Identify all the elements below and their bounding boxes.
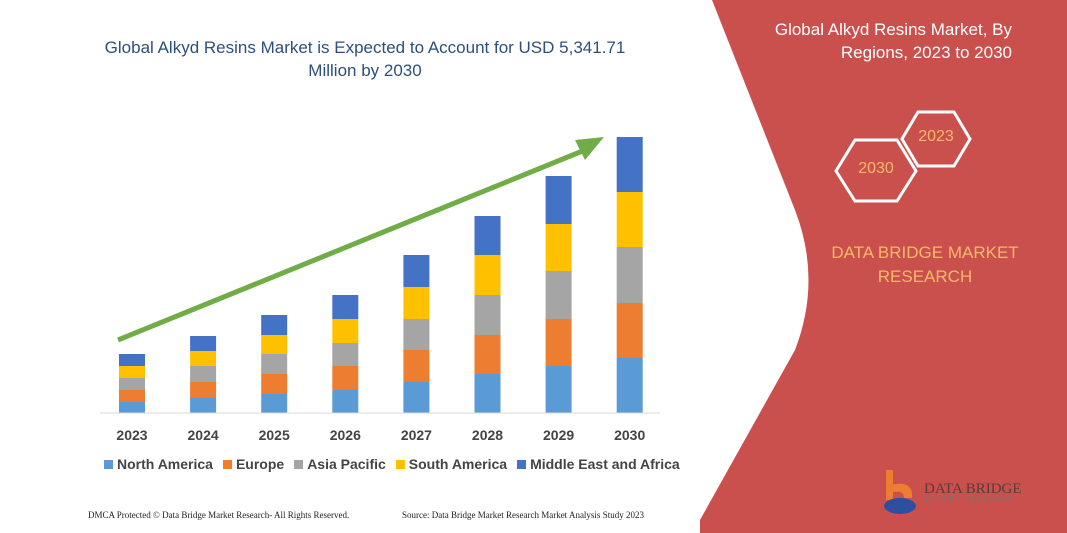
- bar-segment-2023-south-america: [119, 366, 145, 378]
- bar-segment-2027-middle-east-and-africa: [403, 255, 430, 287]
- bar-segment-2024-europe: [190, 382, 217, 398]
- bar-segment-2030-asia-pacific: [616, 247, 643, 303]
- trend-arrow: [117, 147, 586, 343]
- legend-label: South America: [408, 456, 508, 472]
- bar-segment-2027-europe: [403, 350, 430, 382]
- bar-segment-2026-asia-pacific: [332, 343, 359, 366]
- legend-label: Asia Pacific: [307, 456, 386, 472]
- bar-segment-2025-middle-east-and-africa: [261, 315, 288, 335]
- brand-text: DATA BRIDGE MARKET RESEARCH: [831, 243, 1019, 286]
- x-tick-label: 2025: [259, 427, 290, 443]
- legend-item: South America: [395, 456, 508, 472]
- x-tick-label: 2029: [543, 427, 574, 443]
- bar-segment-2024-south-america: [190, 351, 217, 366]
- legend-item: Middle East and Africa: [517, 456, 680, 472]
- logo-subtext: MARKET RESEARCH: [924, 496, 1014, 503]
- bar-segment-2028-north-america: [474, 374, 501, 413]
- legend: North America Europe Asia Pacific South Ame…: [104, 456, 680, 472]
- bar-segment-2028-europe: [474, 335, 501, 374]
- bar-segment-2030-europe: [616, 303, 643, 358]
- bar-segment-2027-south-america: [403, 287, 430, 319]
- bar-segment-2029-north-america: [545, 366, 572, 413]
- legend-item: Asia Pacific: [294, 456, 386, 472]
- logo-text: DATA BRIDGE: [924, 480, 1022, 497]
- bar-segment-2024-asia-pacific: [190, 366, 217, 382]
- bar-segment-2026-south-america: [332, 319, 359, 343]
- footer-copyright: DMCA Protected © Data Bridge Market Rese…: [88, 510, 350, 520]
- bar-segment-2029-asia-pacific: [545, 271, 572, 319]
- bar-segment-2030-middle-east-and-africa: [616, 137, 643, 192]
- bar-segment-2028-asia-pacific: [474, 295, 501, 335]
- bar-segment-2029-europe: [545, 319, 572, 366]
- bar-segment-2024-north-america: [190, 398, 217, 413]
- bar-segment-2027-north-america: [403, 382, 430, 413]
- bar-segment-2026-europe: [332, 366, 359, 390]
- bar-segment-2026-north-america: [332, 390, 359, 413]
- bar-segment-2025-asia-pacific: [261, 354, 288, 374]
- chart-title: Global Alkyd Resins Market is Expected t…: [104, 38, 626, 80]
- x-tick-label: 2028: [472, 427, 503, 443]
- hexagon-2023: [900, 110, 972, 168]
- legend-swatch: [222, 459, 232, 469]
- legend-swatch: [395, 459, 405, 469]
- legend-label: Middle East and Africa: [530, 456, 680, 472]
- bar-segment-2025-south-america: [261, 335, 288, 354]
- x-tick-label: 2023: [116, 427, 147, 443]
- x-tick-label: 2027: [401, 427, 432, 443]
- legend-swatch: [517, 459, 527, 469]
- x-tick-label: 2030: [614, 427, 645, 443]
- hexagon-2030: [834, 138, 918, 203]
- bar-segment-2030-north-america: [616, 358, 643, 413]
- bar-segment-2029-middle-east-and-africa: [545, 176, 572, 224]
- footer-source: Source: Data Bridge Market Research Mark…: [402, 510, 644, 520]
- legend-label: Europe: [235, 456, 285, 472]
- legend-item: North America: [104, 456, 213, 472]
- hex-label-2023: 2023: [918, 128, 954, 145]
- bar-segment-2024-middle-east-and-africa: [190, 336, 217, 351]
- logo-mark-icon: [884, 470, 916, 514]
- legend-swatch: [104, 459, 113, 469]
- red-panel: [700, 0, 1067, 533]
- bar-segment-2028-middle-east-and-africa: [474, 216, 501, 255]
- x-tick-label: 2024: [188, 427, 219, 443]
- panel-title: Global Alkyd Resins Market, By Regions, …: [774, 20, 1012, 62]
- bar-segment-2030-south-america: [616, 192, 643, 247]
- bar-segment-2026-middle-east-and-africa: [332, 295, 359, 319]
- bar-segment-2023-europe: [119, 390, 145, 402]
- trend-arrow-head: [575, 137, 604, 160]
- legend-item: Europe: [222, 456, 285, 472]
- bar-segment-2023-north-america: [119, 402, 145, 413]
- x-tick-label: 2026: [330, 427, 361, 443]
- bar-segment-2029-south-america: [545, 224, 572, 271]
- bar-segment-2025-north-america: [261, 394, 288, 413]
- bar-segment-2023-middle-east-and-africa: [119, 354, 145, 366]
- legend-swatch: [294, 459, 304, 469]
- legend-label: North America: [117, 456, 213, 472]
- bar-segment-2025-europe: [261, 374, 288, 394]
- bar-segment-2023-asia-pacific: [119, 378, 145, 390]
- bar-segment-2028-south-america: [474, 255, 501, 295]
- logo: DATA BRIDGE MARKET RESEARCH: [880, 468, 1022, 516]
- bar-segment-2027-asia-pacific: [403, 319, 430, 350]
- hex-label-2030: 2030: [858, 160, 894, 177]
